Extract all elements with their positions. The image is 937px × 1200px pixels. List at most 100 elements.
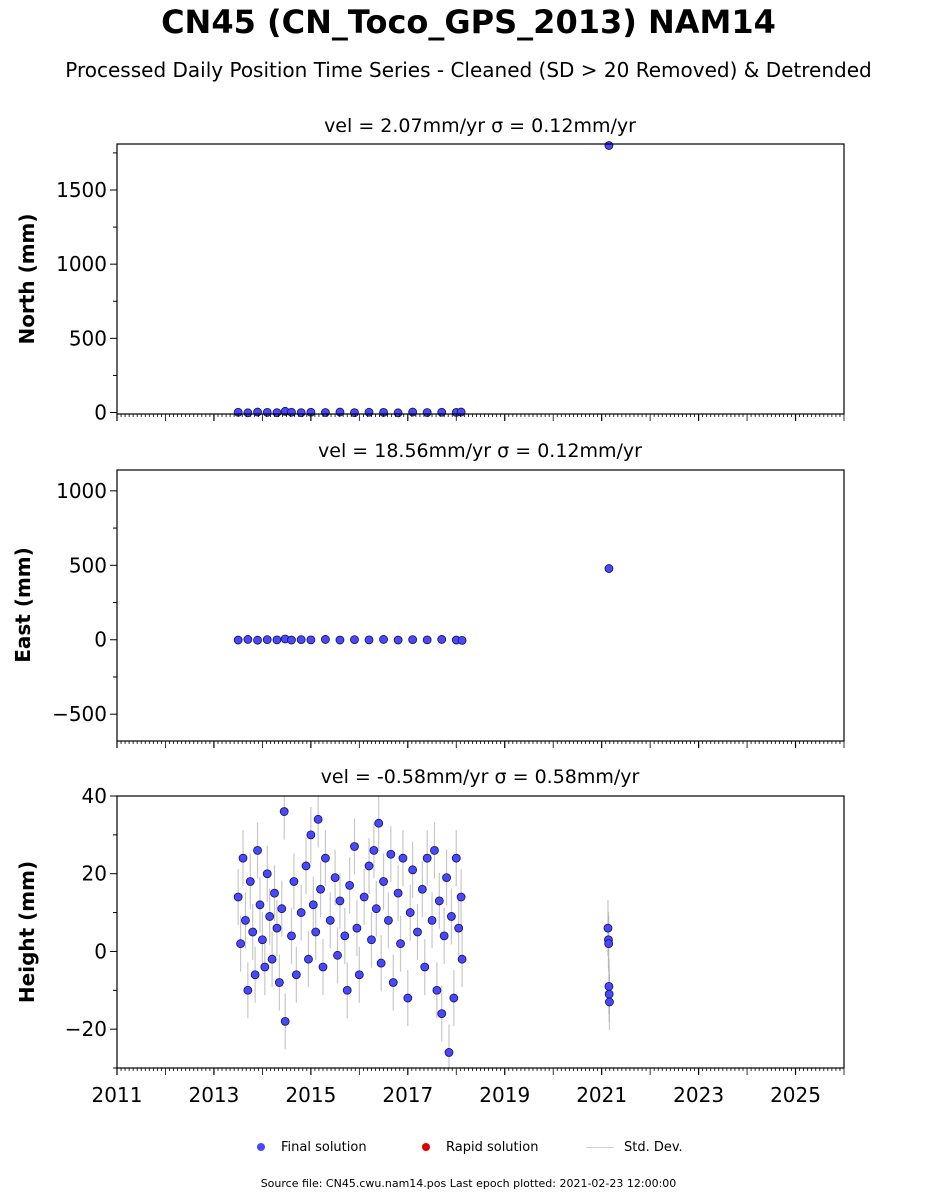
data-point-height bbox=[403, 993, 413, 1003]
data-point-height bbox=[265, 912, 275, 921]
data-point-north bbox=[287, 407, 296, 417]
data-point-height bbox=[367, 935, 376, 945]
data-point-height bbox=[270, 888, 279, 898]
plot-frame-north bbox=[116, 143, 845, 415]
data-point-height bbox=[379, 877, 388, 886]
data-point-east bbox=[437, 635, 447, 644]
data-point-height bbox=[250, 970, 260, 980]
plot-frame-east bbox=[116, 469, 845, 742]
data-point-height bbox=[396, 939, 405, 949]
data-point-height bbox=[604, 982, 614, 991]
data-point-height bbox=[335, 896, 345, 906]
data-point-height bbox=[255, 900, 265, 910]
panel-height: −20 0 20 40 2011 2013 2015 2017 2019 2021 2023 2025… bbox=[15, 766, 845, 1107]
data-point-east bbox=[321, 635, 330, 644]
data-point-height bbox=[304, 954, 313, 964]
data-point-height bbox=[233, 892, 243, 902]
data-point-height bbox=[442, 873, 451, 882]
final-marker-icon bbox=[257, 1143, 265, 1151]
data-point-height bbox=[374, 818, 384, 828]
data-point-height bbox=[386, 849, 396, 859]
y-tick-label-north: 1000 bbox=[56, 252, 107, 276]
data-point-height bbox=[354, 970, 364, 980]
data-point-height bbox=[274, 978, 284, 987]
data-point-height bbox=[238, 853, 248, 863]
data-point-height bbox=[345, 880, 355, 890]
data-point-height bbox=[359, 892, 369, 902]
y-tick-label-north: 500 bbox=[69, 326, 107, 350]
data-point-height bbox=[279, 807, 289, 816]
legend-label-rapid: Rapid solution bbox=[446, 1139, 539, 1155]
data-point-north bbox=[604, 141, 614, 150]
source-note: Source file: CN45.cwu.nam14.pos Last epo… bbox=[260, 1177, 677, 1190]
data-point-east bbox=[233, 635, 243, 645]
x-tick-label: 2017 bbox=[382, 1083, 433, 1107]
legend-item-final: Final solution bbox=[257, 1136, 367, 1158]
data-point-height bbox=[333, 950, 342, 960]
data-point-height bbox=[456, 892, 466, 902]
data-point-east bbox=[604, 564, 614, 573]
legend-label-std: Std. Dev. bbox=[624, 1139, 683, 1155]
data-point-height bbox=[313, 814, 323, 824]
ylabel-north: North (mm) bbox=[15, 213, 39, 344]
data-point-height bbox=[280, 1016, 290, 1026]
data-point-height bbox=[430, 846, 439, 855]
data-point-east bbox=[393, 635, 403, 645]
data-point-height bbox=[287, 931, 296, 941]
data-point-height bbox=[306, 830, 316, 840]
data-point-height bbox=[291, 970, 301, 980]
y-tick-label-east: 1000 bbox=[56, 479, 107, 503]
data-point-height bbox=[434, 896, 444, 906]
data-point-height bbox=[272, 923, 282, 933]
data-point-east bbox=[379, 635, 388, 644]
data-point-height bbox=[439, 931, 449, 941]
data-point-height bbox=[243, 985, 253, 995]
panel-title-height: vel = -0.58mm/yr σ = 0.58mm/yr bbox=[321, 766, 640, 788]
data-point-height bbox=[417, 884, 427, 894]
data-point-height bbox=[603, 923, 613, 933]
data-point-east bbox=[253, 635, 262, 645]
figure-title: CN45 (CN_Toco_GPS_2013) NAM14 bbox=[161, 3, 776, 41]
x-tick-label: 2015 bbox=[285, 1083, 336, 1107]
data-point-height bbox=[257, 935, 267, 945]
data-point-height bbox=[604, 989, 614, 999]
data-point-east bbox=[262, 635, 272, 644]
data-point-height bbox=[318, 962, 328, 972]
data-point-height bbox=[432, 985, 442, 995]
data-point-north bbox=[350, 408, 359, 418]
data-point-height bbox=[330, 873, 340, 882]
data-point-height bbox=[340, 931, 350, 941]
panel-title-north: vel = 2.07mm/yr σ = 0.12mm/yr bbox=[324, 115, 636, 137]
data-point-height bbox=[408, 865, 418, 875]
data-point-north bbox=[456, 407, 466, 417]
data-point-east bbox=[350, 635, 359, 644]
y-tick-label-north: 0 bbox=[94, 401, 107, 425]
panel-north: 0 500 1000 1500 vel = 2.07mm/yr σ = 0.12mm/… bbox=[15, 115, 845, 425]
data-point-height bbox=[364, 861, 374, 871]
data-point-east bbox=[457, 635, 467, 645]
data-point-east bbox=[306, 635, 316, 645]
data-point-height bbox=[427, 915, 437, 925]
data-point-height bbox=[308, 900, 318, 910]
y-tick-label-height: 20 bbox=[82, 862, 107, 886]
data-point-height bbox=[277, 904, 287, 914]
data-point-height bbox=[342, 985, 352, 995]
data-point-height bbox=[289, 877, 299, 886]
x-tick-label: 2025 bbox=[770, 1083, 821, 1107]
data-point-height bbox=[451, 853, 461, 863]
data-point-north bbox=[335, 407, 345, 417]
data-point-height bbox=[454, 923, 464, 933]
x-tick-label: 2013 bbox=[188, 1083, 239, 1107]
data-point-height bbox=[405, 908, 415, 917]
y-tick-label-east: 0 bbox=[94, 628, 107, 652]
data-point-height bbox=[422, 853, 432, 863]
data-point-height bbox=[376, 958, 386, 968]
data-point-height bbox=[311, 927, 321, 937]
data-point-height bbox=[248, 927, 258, 937]
data-point-height bbox=[393, 888, 403, 898]
data-point-east bbox=[408, 635, 418, 644]
data-point-height bbox=[437, 1009, 447, 1018]
y-tick-label-north: 1500 bbox=[56, 178, 107, 202]
x-tick-label: 2011 bbox=[92, 1083, 143, 1107]
